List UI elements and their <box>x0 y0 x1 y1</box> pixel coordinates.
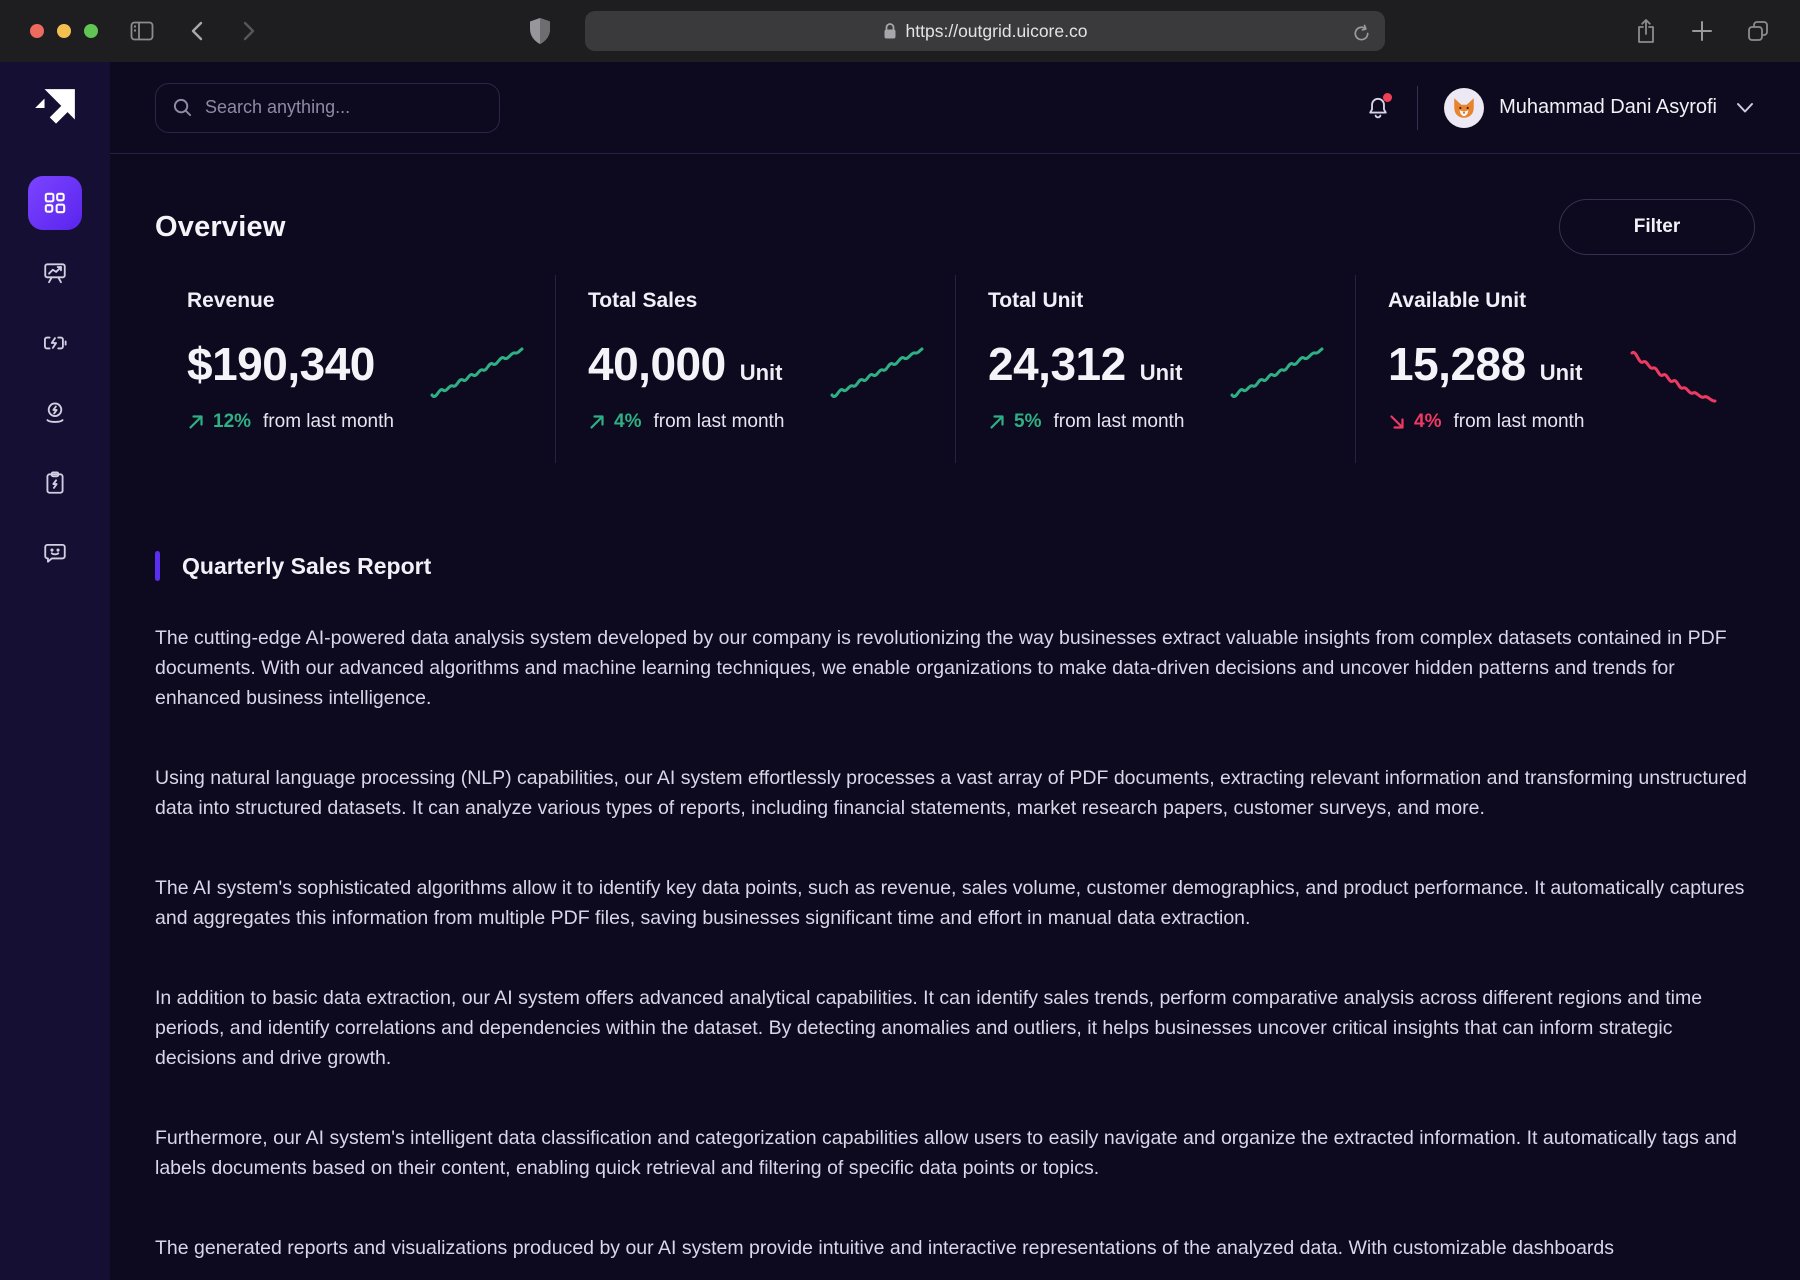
close-window-button[interactable] <box>30 24 44 38</box>
stat-label: Total Sales <box>588 289 698 312</box>
stat-value: 15,288 <box>1388 338 1526 390</box>
report-paragraph: The cutting-edge AI-powered data analysi… <box>155 627 1727 709</box>
stats-row: Revenue $190,340 12% from last month <box>155 275 1755 463</box>
report-paragraph: Using natural language processing (NLP) … <box>155 767 1747 819</box>
clipboard-bolt-icon <box>46 471 64 494</box>
avatar[interactable] <box>1444 87 1485 128</box>
minimize-window-button[interactable] <box>57 24 71 38</box>
filter-button[interactable]: Filter <box>1559 199 1755 255</box>
search-input[interactable] <box>205 97 483 118</box>
app-logo-icon[interactable] <box>32 86 78 132</box>
stat-delta-text: from last month <box>263 411 394 432</box>
sidebar-item-dashboard[interactable] <box>28 176 82 230</box>
sidebar-item-analytics[interactable] <box>28 246 82 300</box>
stat-delta-pct: 4% <box>614 411 642 432</box>
main-content: Overview Filter Revenue $190,340 12% fro… <box>110 154 1800 1280</box>
stat-label: Total Unit <box>988 289 1084 312</box>
notifications-button[interactable] <box>1365 92 1393 121</box>
stat-card-revenue: Revenue $190,340 12% from last month <box>155 275 555 463</box>
report-section: Quarterly Sales Report The cutting-edge … <box>155 551 1755 1263</box>
user-name: Muhammad Dani Asyrofi <box>1499 96 1717 118</box>
stat-unit: Unit <box>1139 360 1183 385</box>
sparkline-up-icon <box>430 347 524 398</box>
forward-icon[interactable] <box>234 17 262 45</box>
chat-smile-icon <box>44 543 66 563</box>
sidebar-item-feedback[interactable] <box>28 526 82 580</box>
share-icon[interactable] <box>1632 17 1660 45</box>
topbar-divider <box>1417 85 1419 130</box>
sidebar-item-energy[interactable] <box>28 316 82 370</box>
stat-value: 40,000 <box>588 338 726 390</box>
stat-delta-text: from last month <box>653 411 785 432</box>
battery-charging-icon <box>44 336 67 350</box>
report-title: Quarterly Sales Report <box>182 552 432 579</box>
section-accent-bar <box>155 551 160 581</box>
notification-dot <box>1383 92 1393 102</box>
stat-value: 24,312 <box>988 338 1126 390</box>
report-body: The cutting-edge AI-powered data analysi… <box>155 623 1755 1263</box>
report-paragraph: The AI system's sophisticated algorithms… <box>155 877 1745 929</box>
sparkline-up-icon <box>830 347 924 398</box>
browser-chrome: https://outgrid.uicore.co <box>0 0 1800 62</box>
report-paragraph: The generated reports and visualizations… <box>155 1237 1614 1259</box>
stat-unit: Unit <box>1539 360 1583 385</box>
tab-overview-icon[interactable] <box>1744 17 1772 45</box>
stat-label: Available Unit <box>1388 289 1527 312</box>
trend-up-arrow-icon <box>590 415 604 429</box>
stat-unit: Unit <box>739 360 783 385</box>
bell-icon <box>1369 97 1387 118</box>
stat-delta-text: from last month <box>1453 411 1585 432</box>
sidebar <box>0 62 110 1280</box>
stat-delta-pct: 5% <box>1014 411 1042 432</box>
stat-card-total-unit: Total Unit 24,312 Unit 5% from last mont… <box>955 275 1355 463</box>
presentation-chart-icon <box>44 263 66 284</box>
stat-value: $190,340 <box>187 338 375 390</box>
location-bolt-icon <box>46 402 64 423</box>
url-text: https://outgrid.uicore.co <box>905 20 1088 41</box>
reload-icon[interactable] <box>1347 19 1375 47</box>
sidebar-item-tasks[interactable] <box>28 456 82 510</box>
dashboard-grid-icon <box>44 192 66 214</box>
stat-delta-text: from last month <box>1053 411 1185 432</box>
sidebar-toggle-icon[interactable] <box>128 17 156 45</box>
search-icon <box>173 98 192 117</box>
zoom-window-button[interactable] <box>84 24 98 38</box>
trend-up-arrow-icon <box>990 415 1004 429</box>
privacy-shield-icon[interactable] <box>528 17 552 45</box>
stat-card-total-sales: Total Sales 40,000 Unit 4% from last mon… <box>555 275 955 463</box>
sidebar-item-locations[interactable] <box>28 386 82 440</box>
address-bar[interactable]: https://outgrid.uicore.co <box>585 11 1385 51</box>
chevron-down-icon[interactable] <box>1735 101 1755 115</box>
fox-avatar-icon <box>1454 97 1474 118</box>
stat-label: Revenue <box>187 289 275 312</box>
stat-delta-pct: 12% <box>213 411 252 432</box>
stat-card-available-unit: Available Unit 15,288 Unit 4% from last … <box>1355 275 1755 463</box>
back-icon[interactable] <box>184 17 212 45</box>
sparkline-up-icon <box>1230 347 1324 398</box>
lock-icon <box>884 23 896 39</box>
stat-delta-pct: 4% <box>1414 411 1442 432</box>
page-title: Overview <box>155 210 286 243</box>
search-field[interactable] <box>155 82 500 133</box>
trend-down-arrow-icon <box>1390 415 1404 429</box>
trend-up-arrow-icon <box>189 415 203 429</box>
report-paragraph: In addition to basic data extraction, ou… <box>155 987 1703 1069</box>
sparkline-down-icon <box>1630 350 1717 403</box>
topbar: Muhammad Dani Asyrofi <box>110 62 1800 154</box>
report-paragraph: Furthermore, our AI system's intelligent… <box>155 1127 1737 1179</box>
new-tab-icon[interactable] <box>1688 17 1716 45</box>
window-controls <box>30 24 98 38</box>
